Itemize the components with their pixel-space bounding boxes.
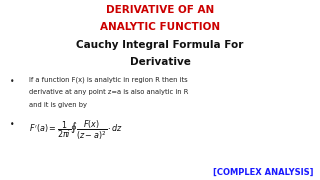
- Text: •: •: [10, 76, 14, 86]
- Text: ANALYTIC FUNCTION: ANALYTIC FUNCTION: [100, 22, 220, 33]
- Text: [COMPLEX ANALYSIS]: [COMPLEX ANALYSIS]: [213, 167, 314, 176]
- Text: •: •: [10, 120, 14, 129]
- Text: derivative at any point z=a is also analytic in R: derivative at any point z=a is also anal…: [29, 89, 188, 95]
- Text: Cauchy Integral Formula For: Cauchy Integral Formula For: [76, 40, 244, 51]
- Text: DERIVATIVE OF AN: DERIVATIVE OF AN: [106, 5, 214, 15]
- Text: and it is given by: and it is given by: [29, 102, 87, 108]
- Text: If a function F(x) is analytic in region R then its: If a function F(x) is analytic in region…: [29, 76, 188, 83]
- Text: $F'(a) = \dfrac{1}{2\pi i} \oint \dfrac{F(x)}{(z-a)^2} \cdot dz$: $F'(a) = \dfrac{1}{2\pi i} \oint \dfrac{…: [29, 118, 123, 142]
- Text: Derivative: Derivative: [130, 57, 190, 67]
